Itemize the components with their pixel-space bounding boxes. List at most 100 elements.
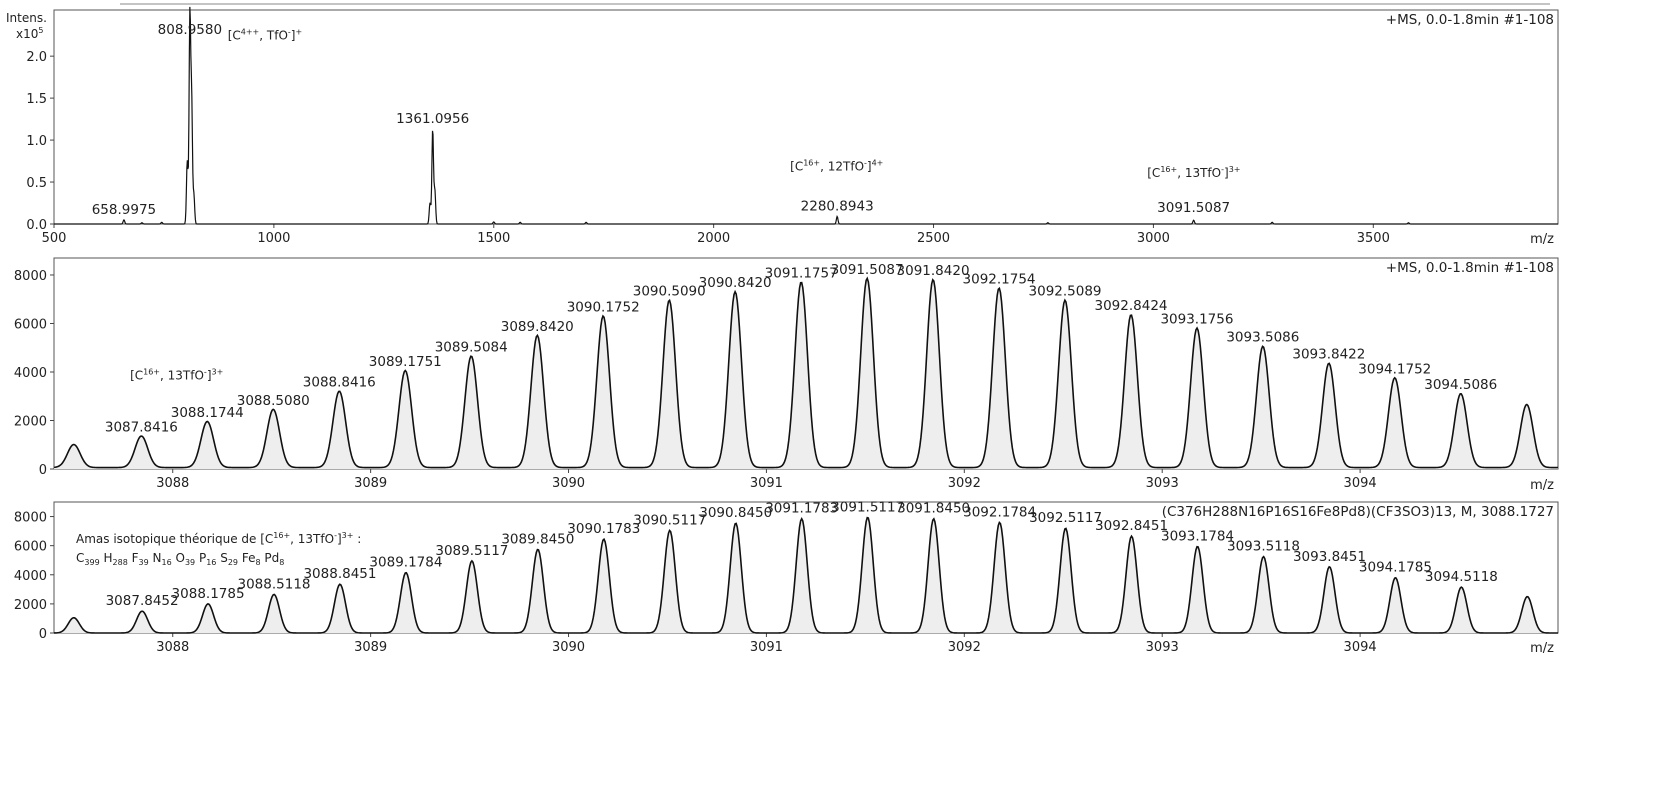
formula-element: C: [76, 551, 84, 565]
y-tick-label: 0: [39, 627, 47, 642]
x-tick-label: 3092: [948, 640, 981, 655]
y-axis-exponent: x105: [16, 26, 43, 41]
peak-label: 3092.8424: [1095, 298, 1168, 314]
peak-label: 3088.5118: [238, 576, 311, 592]
peak-label: 3091.5087: [831, 262, 904, 278]
ion-annotation: [C16+, 12TfO-]4+: [790, 158, 883, 173]
peak-label: 3088.1744: [171, 405, 244, 421]
peak-label: 3093.8451: [1293, 549, 1366, 565]
spectrum-line: [54, 6, 1558, 225]
ion-annotation-text: ]: [207, 368, 212, 382]
peak-label: 3088.8416: [303, 375, 376, 391]
peak-label: 3089.1751: [369, 354, 442, 370]
formula-subscript: 399: [84, 558, 99, 567]
formula-element: S: [216, 551, 227, 565]
ion-annotation-superscript: -: [204, 367, 207, 376]
x-axis-label: m/z: [1530, 232, 1554, 247]
x-tick-label: 3000: [1137, 231, 1170, 246]
peak-label: 3094.1785: [1359, 560, 1432, 576]
ion-annotation-superscript: -: [864, 158, 867, 167]
ion-annotation: [C4++, TfO-]+: [228, 27, 302, 42]
peak-label: 3089.8420: [501, 319, 574, 335]
y-tick-label: 2000: [14, 598, 47, 613]
x-tick-label: 3093: [1146, 640, 1179, 655]
x-tick-label: 3091: [750, 640, 783, 655]
ion-annotation-text: , 12TfO: [820, 159, 864, 173]
molecular-formula: C399 H288 F39 N16 O39 P16 S29 Fe8 Pd8: [76, 551, 284, 567]
ion-annotation-text: , 13TfO: [1177, 166, 1221, 180]
formula-element: Fe: [238, 551, 255, 565]
ion-annotation-text: [C: [130, 368, 143, 382]
peak-label: 3092.1754: [963, 272, 1036, 288]
ion-annotation-text: ]: [291, 28, 296, 42]
peak-label: 3093.1756: [1160, 312, 1233, 328]
x-tick-label: 3089: [354, 640, 387, 655]
formula-subscript: 16: [162, 558, 172, 567]
y-tick-label: 0: [39, 463, 47, 478]
peak-label: 3094.1752: [1358, 361, 1431, 377]
peak-label: 3091.1783: [765, 501, 838, 517]
formula-subscript: 16: [206, 558, 216, 567]
x-tick-label: 3089: [354, 476, 387, 491]
ion-annotation-superscript: 4++: [241, 27, 259, 36]
peak-label: 3091.8420: [897, 263, 970, 279]
x-tick-label: 3094: [1344, 640, 1377, 655]
peak-label: 808.9580: [158, 22, 222, 38]
peak-label: 3088.1785: [172, 586, 245, 602]
ion-annotation-superscript: +: [295, 27, 302, 36]
formula-subscript: 39: [185, 558, 195, 567]
x-tick-label: 500: [42, 231, 67, 246]
y-tick-label: 0.0: [26, 218, 47, 233]
y-tick-label: 4000: [14, 366, 47, 381]
y-tick-label: 4000: [14, 569, 47, 584]
spectrum-line: [53, 516, 1558, 634]
peak-label: 3092.5117: [1029, 510, 1102, 526]
x-tick-label: 1000: [257, 231, 290, 246]
y-tick-label: 0.5: [26, 176, 47, 191]
formula-element: Pd: [261, 551, 280, 565]
peak-label: 3090.8450: [699, 505, 772, 521]
peak-label: 3093.5118: [1227, 539, 1300, 555]
isotope-caption-text: Amas isotopique théorique de [C: [76, 532, 273, 546]
formula-element: N: [149, 551, 162, 565]
y-axis-exponent-base: x10: [16, 27, 38, 41]
spectrum-fill: [54, 278, 1558, 469]
panel-title: +MS, 0.0-1.8min #1-108: [1386, 12, 1554, 28]
ion-annotation-superscript: 16+: [803, 158, 820, 167]
x-tick-label: 2000: [697, 231, 730, 246]
peak-label: 3094.5118: [1425, 569, 1498, 585]
ion-annotation-superscript: 16+: [143, 367, 160, 376]
peak-label: 3089.5084: [435, 339, 508, 355]
ion-annotation-superscript: 3+: [1229, 165, 1241, 174]
x-tick-label: 3092: [948, 476, 981, 491]
y-axis-exponent-power: 5: [38, 26, 43, 35]
full-spectrum-panel: 500 1000 1500 2000 2500 3000 3500 0.0 0.5 1.0 1.5 2…: [6, 6, 1559, 247]
peak-label: 3090.5117: [633, 512, 706, 528]
x-tick-label: 1500: [477, 231, 510, 246]
y-tick-label: 2.0: [26, 50, 47, 65]
panel-title: (C376H288N16P16S16Fe8Pd8)(CF3SO3)13, M, …: [1162, 504, 1554, 520]
peak-label: 3092.5089: [1029, 284, 1102, 300]
ion-annotation-text: ]: [1224, 166, 1229, 180]
peak-label: 3089.1784: [369, 555, 442, 571]
isotope-caption-superscript: 3+: [342, 531, 354, 540]
peak-label: 3091.8450: [897, 501, 970, 517]
y-tick-label: 2000: [14, 414, 47, 429]
ion-annotation-superscript: -: [288, 27, 291, 36]
x-tick-label: 3500: [1357, 231, 1390, 246]
x-tick-label: 3093: [1146, 476, 1179, 491]
ion-annotation-text: [C: [228, 28, 241, 42]
experimental-isotope-panel: 3088 3089 3090 3091 3092 3093 3094 0 2000 4000 600…: [14, 257, 1559, 493]
peak-label: 658.9975: [92, 202, 156, 218]
spectrum-line: [53, 276, 1558, 469]
ion-annotation-text: , TfO: [259, 28, 288, 42]
formula-subscript: 39: [139, 558, 149, 567]
peak-label: 3091.1757: [765, 265, 838, 281]
peak-label: 3090.1783: [567, 521, 640, 537]
formula-subscript: 29: [228, 558, 238, 567]
spectrum-fill: [54, 517, 1558, 633]
peak-label: 3089.5117: [435, 543, 508, 559]
peak-label: 3089.8450: [501, 531, 574, 547]
isotope-caption-text: :: [353, 532, 361, 546]
isotope-caption-superscript: 16+: [273, 531, 290, 540]
